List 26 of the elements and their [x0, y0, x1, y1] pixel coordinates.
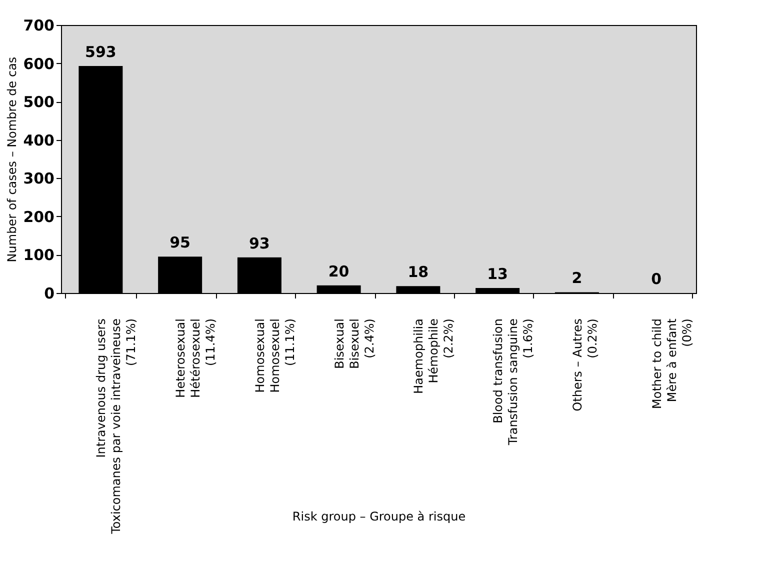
y-tick-label: 300 [23, 170, 54, 188]
data-label: 13 [487, 265, 508, 284]
data-label: 20 [328, 262, 350, 280]
data-label: 2 [572, 269, 582, 288]
y-tick-label: 100 [23, 246, 54, 264]
x-tick-label: Intravenous drug users Toxicomanes par voie intraveineuse (71.1%) [94, 318, 138, 535]
x-tick-label: Heterosexual Hétérosexuel (11.4%) [174, 318, 218, 398]
x-tick-label: Mother to child Mère à enfant (0%) [650, 318, 694, 409]
x-tick-label: Bisexual Bisexuel (2.4%) [332, 318, 376, 369]
x-tick-label: Others – Autres (0.2%) [570, 318, 600, 412]
y-tick-label: 500 [23, 93, 54, 112]
y-axis-title: Number of cases – Nombre de cas [5, 56, 20, 262]
data-label: 0 [651, 270, 662, 288]
data-label: 95 [170, 234, 190, 252]
data-label: 593 [85, 42, 116, 61]
y-tick-label: 700 [23, 16, 54, 34]
y-tick-label: 0 [44, 284, 54, 302]
x-tick-label: Homosexual Homosexuel (11.1%) [252, 318, 297, 393]
data-label: 93 [249, 234, 270, 252]
data-label: 18 [408, 263, 429, 282]
y-tick-label: 200 [23, 208, 54, 226]
y-tick-label: 400 [23, 131, 54, 150]
y-tick-label: 600 [23, 54, 54, 73]
x-tick-label: Blood transfusion Transfusion sanguine (1.6%) [491, 318, 536, 446]
x-tick-label: Haemophilia Hémophile (2.2%) [412, 318, 456, 394]
x-axis-title: Risk group – Groupe à risque [292, 510, 466, 524]
